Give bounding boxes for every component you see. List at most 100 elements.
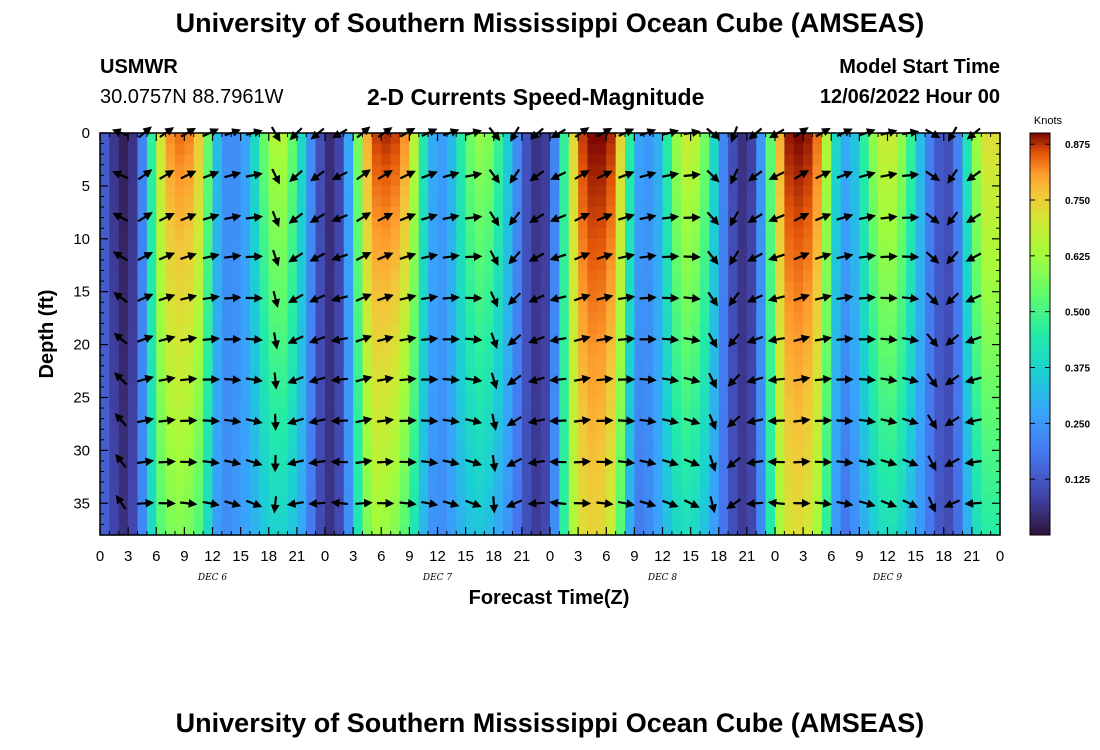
- heatmap-cell: [296, 302, 307, 314]
- heatmap-cell: [587, 492, 598, 504]
- heatmap-cell: [803, 365, 814, 377]
- current-arrow: [927, 455, 937, 472]
- heatmap-cell: [221, 503, 232, 515]
- station-name: USMWR: [100, 56, 178, 78]
- heatmap-cell: [165, 408, 176, 420]
- heatmap-cell: [128, 429, 139, 441]
- heatmap-cell: [681, 133, 692, 145]
- heatmap-cell: [831, 143, 842, 155]
- heatmap-cell: [756, 397, 767, 409]
- heatmap-cell: [925, 513, 935, 526]
- heatmap-cell: [428, 217, 439, 229]
- heatmap-cell: [531, 302, 542, 314]
- heatmap-cell: [259, 164, 270, 176]
- heatmap-cell: [221, 238, 232, 250]
- heatmap-cell: [812, 471, 823, 483]
- heatmap-cell: [165, 154, 176, 166]
- heatmap-cell: [709, 471, 720, 483]
- heatmap-cell: [512, 397, 523, 409]
- heatmap-cell: [371, 270, 382, 282]
- heatmap-cell: [287, 143, 298, 155]
- colorbar-tick-label: 0.875: [1065, 140, 1090, 151]
- heatmap-cell: [409, 524, 420, 536]
- heatmap-cell: [690, 439, 701, 451]
- heatmap-cell: [268, 408, 279, 420]
- heatmap-cell: [718, 207, 729, 219]
- heatmap-cell: [765, 281, 776, 293]
- heatmap-cell: [100, 291, 110, 303]
- heatmap-cell: [681, 228, 692, 240]
- heatmap-cell: [409, 450, 420, 462]
- heatmap-cell: [521, 513, 532, 526]
- heatmap-cell: [578, 270, 589, 282]
- heatmap-cell: [878, 259, 889, 272]
- heatmap-cell: [981, 397, 992, 409]
- heatmap-cell: [765, 386, 776, 399]
- heatmap-cell: [287, 196, 298, 208]
- heatmap-cell: [362, 365, 373, 377]
- heatmap-cell: [175, 323, 185, 335]
- heatmap-cell: [643, 217, 654, 229]
- heatmap-cell: [578, 312, 589, 325]
- heatmap-cell: [718, 259, 729, 272]
- heatmap-cell: [662, 270, 673, 282]
- current-arrow: [377, 334, 394, 344]
- day-label: DEC 9: [872, 573, 903, 583]
- heatmap-cell: [859, 418, 870, 430]
- x-tick-label: 21: [514, 548, 531, 565]
- heatmap-cell: [990, 482, 1001, 494]
- heatmap-cell: [540, 291, 551, 303]
- heatmap-cell: [503, 460, 514, 473]
- current-arrow: [376, 416, 395, 425]
- heatmap-cell: [165, 503, 176, 515]
- heatmap-cell: [184, 450, 195, 462]
- current-arrow: [271, 249, 280, 267]
- heatmap-cell: [587, 365, 598, 377]
- heatmap-cell: [962, 397, 973, 409]
- heatmap-cell: [775, 513, 785, 526]
- current-arrow: [793, 374, 811, 384]
- heatmap-cell: [700, 291, 710, 303]
- heatmap-cell: [128, 270, 139, 282]
- heatmap-cell: [887, 408, 898, 420]
- heatmap-cell: [803, 196, 814, 208]
- heatmap-cell: [203, 281, 214, 293]
- heatmap-cell: [953, 270, 964, 282]
- heatmap-cell: [512, 270, 523, 282]
- heatmap-cell: [475, 429, 485, 441]
- current-arrow: [356, 212, 372, 223]
- heatmap-cell: [175, 196, 185, 208]
- heatmap-cell: [268, 471, 279, 483]
- heatmap-cell: [765, 196, 776, 208]
- heatmap-cell: [521, 238, 532, 250]
- heatmap-cell: [568, 482, 579, 494]
- heatmap-cell: [146, 259, 157, 272]
- heatmap-cell: [428, 397, 439, 409]
- heatmap-cell: [578, 365, 589, 377]
- heatmap-cell: [175, 482, 185, 494]
- heatmap-cell: [850, 312, 860, 325]
- heatmap-cell: [184, 164, 195, 176]
- heatmap-cell: [287, 312, 298, 325]
- current-arrow: [706, 211, 720, 226]
- heatmap-cell: [231, 259, 242, 272]
- heatmap-cell: [700, 196, 710, 208]
- current-arrow: [489, 291, 499, 308]
- heatmap-cell: [775, 217, 785, 229]
- heatmap-cell: [643, 524, 654, 536]
- heatmap-cell: [690, 323, 701, 335]
- heatmap-cell: [446, 302, 457, 314]
- heatmap-cell: [306, 238, 317, 250]
- heatmap-cell: [137, 270, 148, 282]
- heatmap-cell: [878, 270, 889, 282]
- heatmap-cell: [596, 175, 607, 187]
- heatmap-cell: [493, 334, 504, 346]
- heatmap-cell: [643, 513, 654, 526]
- heatmap-cell: [531, 439, 542, 451]
- heatmap-cell: [859, 249, 870, 261]
- heatmap-cell: [156, 302, 167, 314]
- heatmap-cell: [925, 217, 935, 229]
- heatmap-cell: [400, 439, 410, 451]
- heatmap-cell: [559, 460, 570, 473]
- heatmap-cell: [681, 143, 692, 155]
